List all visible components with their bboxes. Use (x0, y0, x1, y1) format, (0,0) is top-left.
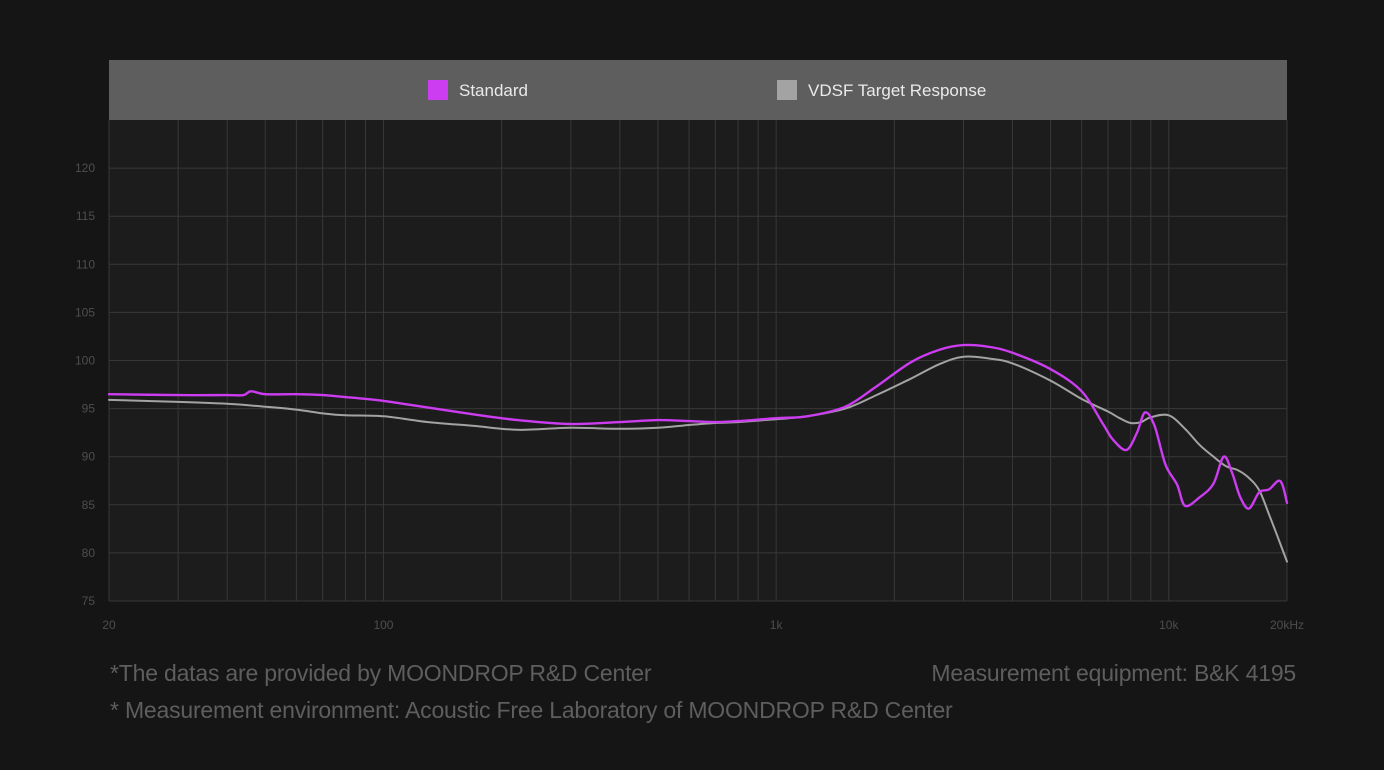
series-line-vdsf-target-response (108, 355, 1288, 563)
legend: Standard VDSF Target Response (428, 80, 986, 100)
y-tick-label: 75 (82, 594, 96, 608)
x-tick-label: 20kHz (1270, 618, 1304, 632)
legend-bar (109, 60, 1287, 120)
y-tick-label: 110 (76, 257, 95, 271)
series-layer (107, 343, 1289, 563)
x-tick-label: 100 (373, 618, 393, 632)
x-tick-label: 1k (770, 618, 784, 632)
y-tick-label: 90 (82, 450, 96, 464)
y-tick-label: 105 (75, 305, 95, 319)
legend-swatch-standard (428, 80, 448, 100)
y-tick-label: 100 (75, 354, 95, 368)
tick-labels: 75 80 85 90 95 100 105 110 115 120 20 100 1k 10k 20kHz (75, 161, 1304, 632)
y-tick-label: 85 (82, 498, 96, 512)
y-tick-label: 115 (76, 209, 95, 223)
measurement-environment-note: * Measurement environment: Acoustic Free… (110, 697, 953, 723)
y-tick-label: 95 (82, 402, 96, 416)
data-source-note: *The datas are provided by MOONDROP R&D … (110, 660, 652, 686)
y-tick-label: 80 (82, 546, 96, 560)
x-tick-label: 20 (102, 618, 116, 632)
legend-label-vdsf-target-response: VDSF Target Response (808, 81, 986, 100)
legend-label-standard: Standard (459, 81, 528, 100)
measurement-equipment-note: Measurement equipment: B&K 4195 (931, 660, 1296, 686)
grid-layer (108, 120, 1288, 602)
legend-swatch-vdsf-target-response (777, 80, 797, 100)
series-line-standard (107, 343, 1289, 510)
y-tick-label: 120 (75, 161, 95, 175)
x-tick-label: 10k (1159, 618, 1179, 632)
